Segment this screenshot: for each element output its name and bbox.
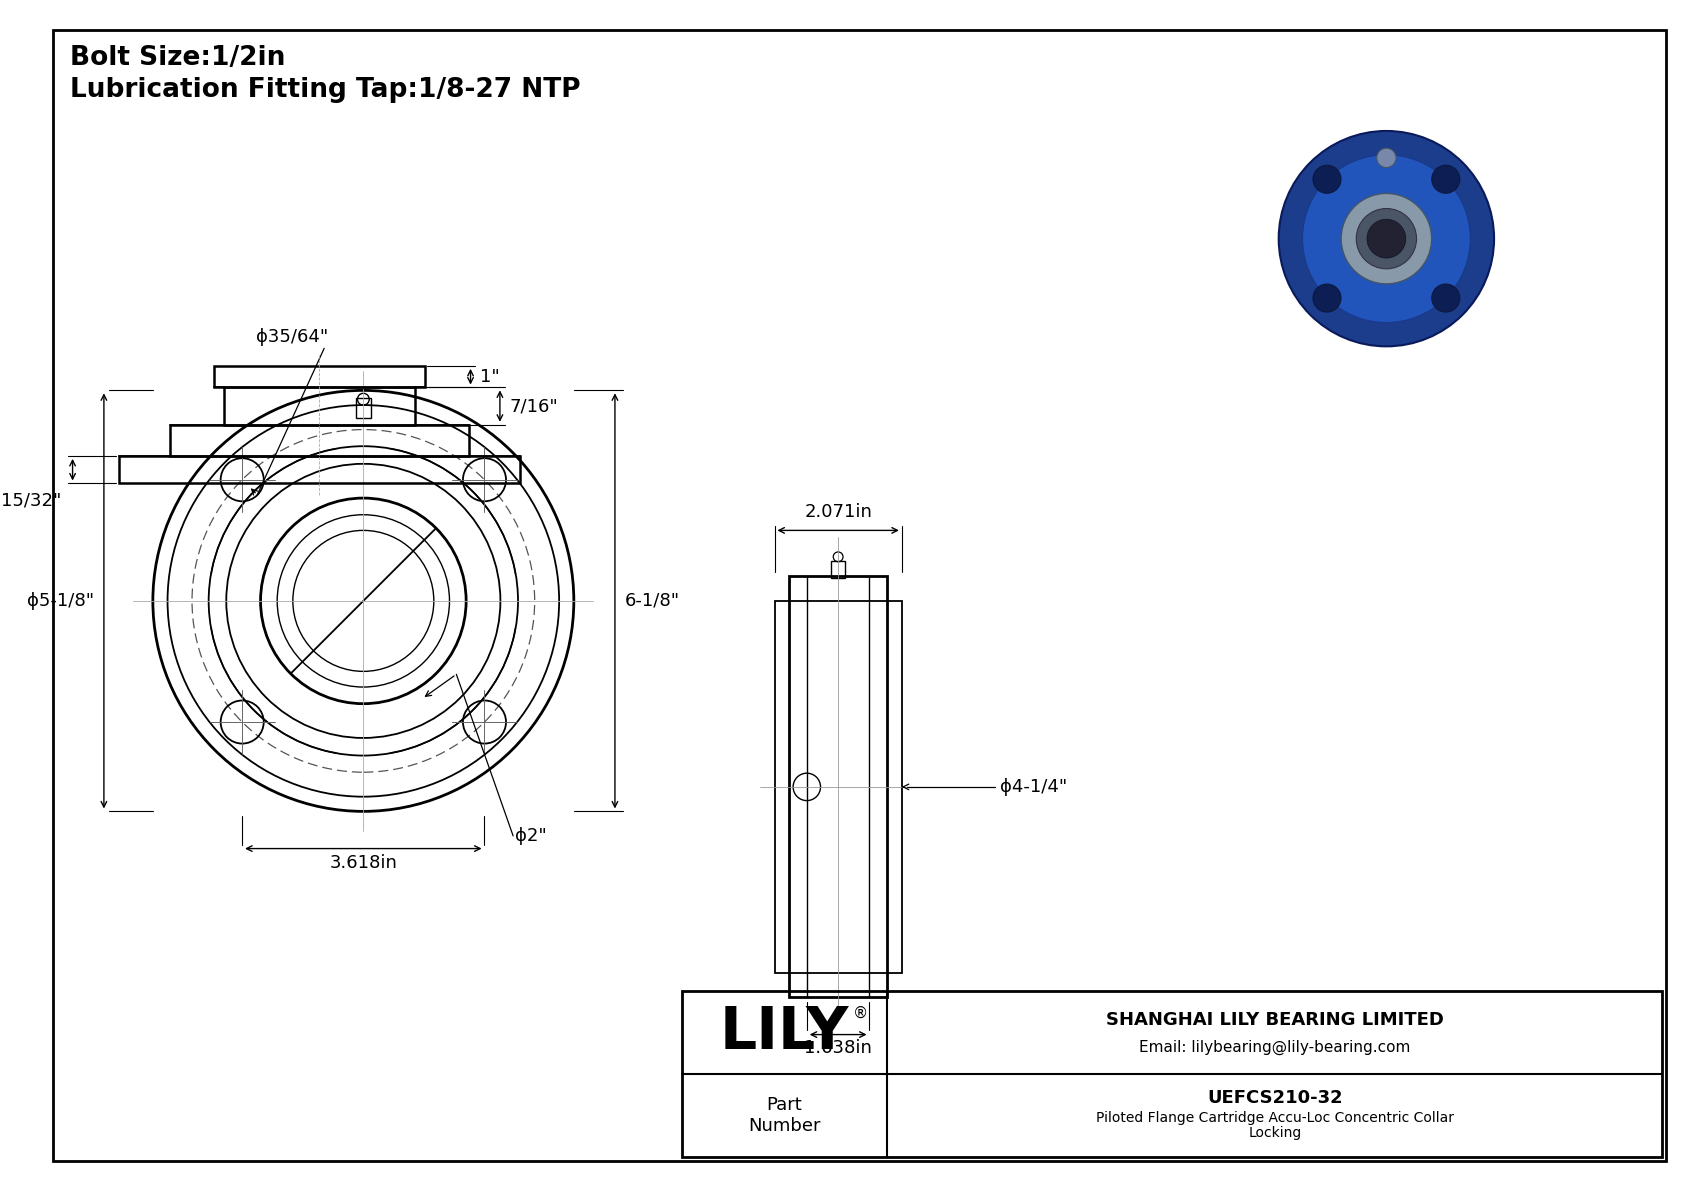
Bar: [790, 576, 887, 997]
Bar: [682, 991, 1662, 1156]
Circle shape: [1314, 283, 1340, 312]
Text: 7/16": 7/16": [510, 397, 559, 416]
Text: 6-1/8": 6-1/8": [625, 592, 680, 610]
Text: 1.638in: 1.638in: [805, 1040, 872, 1058]
Text: ®: ®: [852, 1005, 867, 1021]
Circle shape: [1431, 283, 1460, 312]
Text: ϕ35/64": ϕ35/64": [256, 329, 328, 347]
Bar: [214, 366, 424, 387]
Circle shape: [1378, 148, 1396, 168]
Text: 3.618in: 3.618in: [330, 854, 397, 873]
Circle shape: [1278, 131, 1494, 347]
Text: Lubrication Fitting Tap:1/8-27 NTP: Lubrication Fitting Tap:1/8-27 NTP: [69, 77, 581, 104]
Circle shape: [1302, 155, 1470, 323]
Text: ϕ2": ϕ2": [515, 827, 547, 844]
Text: 1": 1": [480, 368, 500, 386]
Text: LILY: LILY: [719, 1004, 849, 1061]
Bar: [775, 601, 903, 973]
Bar: [832, 561, 845, 579]
Circle shape: [1314, 166, 1340, 193]
Text: Locking: Locking: [1248, 1127, 1302, 1141]
Text: 2.071in: 2.071in: [805, 503, 872, 520]
Circle shape: [1340, 193, 1431, 283]
Text: ϕ4-1/4": ϕ4-1/4": [1000, 778, 1068, 796]
Text: Email: lilybearing@lily-bearing.com: Email: lilybearing@lily-bearing.com: [1138, 1040, 1411, 1055]
Text: 15/32": 15/32": [2, 491, 62, 510]
Circle shape: [1367, 219, 1406, 258]
Bar: [170, 425, 468, 456]
Bar: [355, 398, 370, 418]
Text: SHANGHAI LILY BEARING LIMITED: SHANGHAI LILY BEARING LIMITED: [1106, 1011, 1443, 1029]
Circle shape: [1356, 208, 1416, 269]
Text: Bolt Size:1/2in: Bolt Size:1/2in: [69, 45, 285, 70]
Circle shape: [1431, 166, 1460, 193]
Bar: [118, 456, 520, 484]
Text: ϕ5-1/8": ϕ5-1/8": [27, 592, 94, 610]
Text: UEFCS210-32: UEFCS210-32: [1207, 1090, 1342, 1108]
Text: Piloted Flange Cartridge Accu-Loc Concentric Collar: Piloted Flange Cartridge Accu-Loc Concen…: [1096, 1111, 1453, 1124]
Text: Part
Number: Part Number: [748, 1097, 820, 1135]
Bar: [224, 387, 414, 425]
